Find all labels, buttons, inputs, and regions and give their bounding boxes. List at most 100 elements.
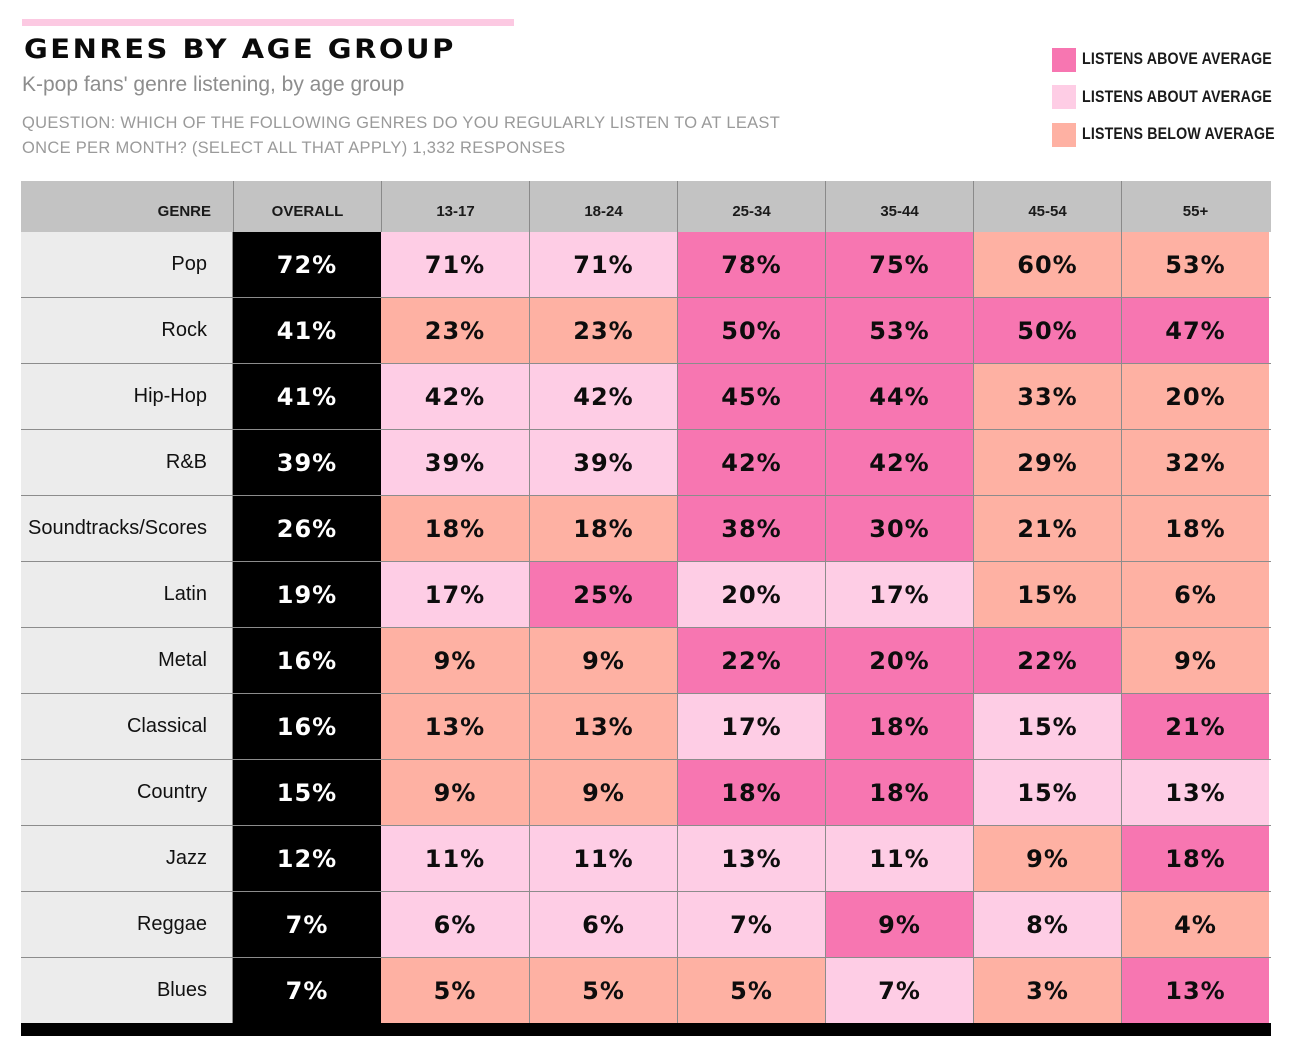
value-cell: 50% — [973, 298, 1121, 363]
value-cell: 18% — [825, 760, 973, 825]
value-cell: 18% — [1121, 826, 1269, 891]
table-row: Jazz 12% 11% 11% 13% 11% 9% 18% — [21, 825, 1271, 891]
value-cell: 13% — [677, 826, 825, 891]
table-row: Pop 72% 71% 71% 78% 75% 60% 53% — [21, 232, 1271, 297]
legend: LISTENS ABOVE AVERAGE LISTENS ABOUT AVER… — [1052, 46, 1296, 159]
overall-value: 7% — [233, 958, 381, 1023]
table-row: Reggae 7% 6% 6% 7% 9% 8% 4% — [21, 891, 1271, 957]
overall-value: 16% — [233, 694, 381, 759]
value-cell: 75% — [825, 232, 973, 297]
column-header-18-24: 18-24 — [529, 181, 677, 232]
table-row: Country 15% 9% 9% 18% 18% 15% 13% — [21, 759, 1271, 825]
genre-label: Metal — [21, 628, 233, 693]
table-row: Soundtracks/Scores 26% 18% 18% 38% 30% 21% 18% — [21, 495, 1271, 561]
value-cell: 32% — [1121, 430, 1269, 495]
genre-label: Hip-Hop — [21, 364, 233, 429]
genre-label: Latin — [21, 562, 233, 627]
legend-swatch-above — [1052, 47, 1076, 72]
table-header-row: GENRE OVERALL 13-17 18-24 25-34 35-44 45… — [21, 181, 1271, 232]
value-cell: 5% — [381, 958, 529, 1023]
overall-value: 12% — [233, 826, 381, 891]
genre-label: R&B — [21, 430, 233, 495]
table-row: Metal 16% 9% 9% 22% 20% 22% 9% — [21, 627, 1271, 693]
value-cell: 18% — [381, 496, 529, 561]
value-cell: 21% — [1121, 694, 1269, 759]
value-cell: 25% — [529, 562, 677, 627]
value-cell: 60% — [973, 232, 1121, 297]
value-cell: 15% — [973, 694, 1121, 759]
value-cell: 6% — [1121, 562, 1269, 627]
value-cell: 11% — [381, 826, 529, 891]
value-cell: 9% — [973, 826, 1121, 891]
value-cell: 45% — [677, 364, 825, 429]
top-accent-bar — [22, 19, 514, 26]
genre-label: Country — [21, 760, 233, 825]
value-cell: 17% — [677, 694, 825, 759]
table-row: Hip-Hop 41% 42% 42% 45% 44% 33% 20% — [21, 363, 1271, 429]
value-cell: 53% — [1121, 232, 1269, 297]
table-row: R&B 39% 39% 39% 42% 42% 29% 32% — [21, 429, 1271, 495]
value-cell: 47% — [1121, 298, 1269, 363]
legend-label-below: LISTENS BELOW AVERAGE — [1082, 125, 1275, 143]
genre-label: Blues — [21, 958, 233, 1023]
value-cell: 6% — [529, 892, 677, 957]
value-cell: 42% — [825, 430, 973, 495]
survey-question: QUESTION: WHICH OF THE FOLLOWING GENRES … — [22, 114, 780, 157]
overall-value: 7% — [233, 892, 381, 957]
genre-label: Rock — [21, 298, 233, 363]
value-cell: 4% — [1121, 892, 1269, 957]
table-row: Blues 7% 5% 5% 5% 7% 3% 13% — [21, 957, 1271, 1023]
column-header-13-17: 13-17 — [381, 181, 529, 232]
value-cell: 7% — [825, 958, 973, 1023]
value-cell: 9% — [1121, 628, 1269, 693]
value-cell: 44% — [825, 364, 973, 429]
value-cell: 18% — [825, 694, 973, 759]
value-cell: 33% — [973, 364, 1121, 429]
genre-label: Jazz — [21, 826, 233, 891]
genre-label: Soundtracks/Scores — [21, 496, 233, 561]
column-header-55-plus: 55+ — [1121, 181, 1269, 232]
overall-value: 72% — [233, 232, 381, 297]
value-cell: 5% — [677, 958, 825, 1023]
legend-item-below: LISTENS BELOW AVERAGE — [1052, 121, 1296, 148]
value-cell: 38% — [677, 496, 825, 561]
value-cell: 29% — [973, 430, 1121, 495]
column-header-25-34: 25-34 — [677, 181, 825, 232]
value-cell: 9% — [529, 628, 677, 693]
table-bottom-bar — [21, 1023, 1271, 1036]
legend-label-above: LISTENS ABOVE AVERAGE — [1082, 50, 1272, 68]
column-header-overall: OVERALL — [233, 181, 381, 232]
value-cell: 7% — [677, 892, 825, 957]
value-cell: 23% — [529, 298, 677, 363]
genre-label: Reggae — [21, 892, 233, 957]
overall-value: 41% — [233, 364, 381, 429]
value-cell: 15% — [973, 562, 1121, 627]
overall-value: 39% — [233, 430, 381, 495]
value-cell: 9% — [529, 760, 677, 825]
overall-value: 26% — [233, 496, 381, 561]
overall-value: 15% — [233, 760, 381, 825]
table-row: Rock 41% 23% 23% 50% 53% 50% 47% — [21, 297, 1271, 363]
legend-item-about: LISTENS ABOUT AVERAGE — [1052, 84, 1296, 111]
value-cell: 5% — [529, 958, 677, 1023]
data-table: GENRE OVERALL 13-17 18-24 25-34 35-44 45… — [21, 181, 1271, 1036]
value-cell: 39% — [381, 430, 529, 495]
table-row: Classical 16% 13% 13% 17% 18% 15% 21% — [21, 693, 1271, 759]
table-body: Pop 72% 71% 71% 78% 75% 60% 53% Rock 41% 23% 23% 50%… — [21, 232, 1271, 1023]
value-cell: 18% — [529, 496, 677, 561]
value-cell: 15% — [973, 760, 1121, 825]
value-cell: 53% — [825, 298, 973, 363]
value-cell: 50% — [677, 298, 825, 363]
value-cell: 6% — [381, 892, 529, 957]
value-cell: 18% — [1121, 496, 1269, 561]
value-cell: 42% — [529, 364, 677, 429]
legend-swatch-below — [1052, 122, 1076, 147]
value-cell: 42% — [677, 430, 825, 495]
genre-label: Classical — [21, 694, 233, 759]
value-cell: 71% — [529, 232, 677, 297]
value-cell: 20% — [677, 562, 825, 627]
value-cell: 18% — [677, 760, 825, 825]
value-cell: 13% — [1121, 760, 1269, 825]
value-cell: 8% — [973, 892, 1121, 957]
value-cell: 11% — [825, 826, 973, 891]
